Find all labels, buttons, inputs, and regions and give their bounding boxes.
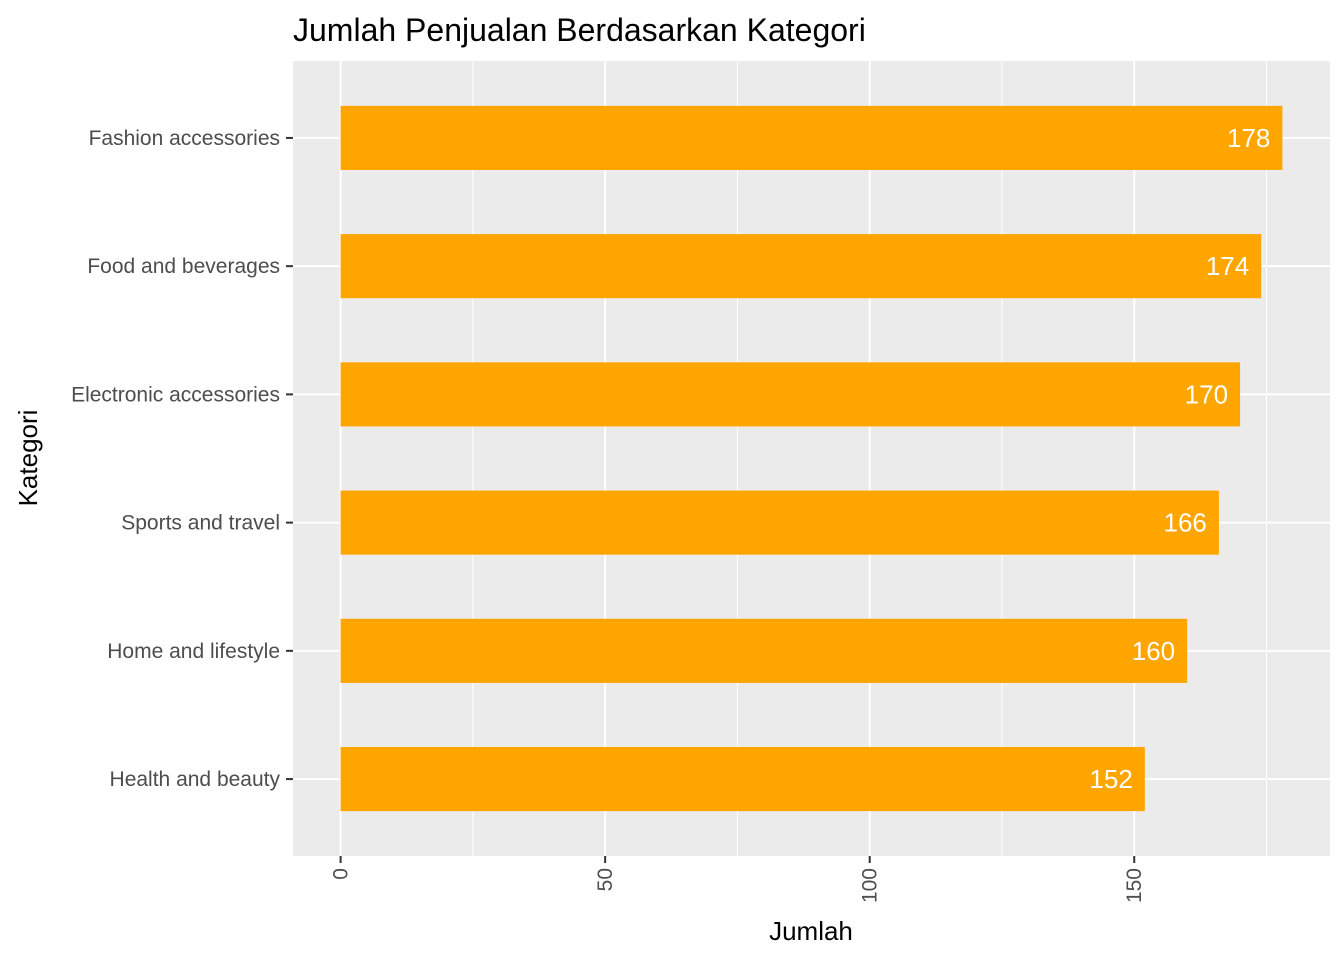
bar-value-label: 160: [1132, 636, 1175, 666]
bar: [340, 747, 1145, 812]
x-tick-label: 100: [859, 868, 882, 903]
y-tick-label: Health and beauty: [110, 768, 281, 791]
y-axis: Fashion accessories Food and beverages Ele…: [71, 127, 293, 791]
bar-value-label: 178: [1227, 123, 1270, 153]
x-tick-label: 0: [330, 868, 353, 880]
x-tick-label: 50: [594, 868, 617, 891]
bar: [340, 105, 1283, 170]
y-tick-label: Electronic accessories: [71, 383, 280, 406]
bar-value-label: 166: [1164, 508, 1207, 538]
bar-labels-group: 178 174 170 166 160 152: [1089, 123, 1270, 794]
y-tick-label: Sports and travel: [121, 512, 280, 535]
y-axis-title: Kategori: [13, 410, 43, 507]
x-axis: 0 50 100 150: [330, 856, 1146, 903]
y-tick-label: Fashion accessories: [89, 127, 280, 150]
bar-value-label: 170: [1185, 379, 1228, 409]
bar: [340, 234, 1262, 299]
bar-value-label: 174: [1206, 251, 1249, 281]
y-tick-label: Home and lifestyle: [107, 640, 280, 663]
bar: [340, 362, 1241, 427]
bar: [340, 618, 1188, 683]
x-axis-title: Jumlah: [769, 916, 853, 946]
bar-value-label: 152: [1089, 764, 1132, 794]
x-tick-label: 150: [1123, 868, 1146, 903]
bars-group: [340, 105, 1283, 812]
y-tick-label: Food and beverages: [87, 255, 280, 278]
plot-panel: [293, 61, 1330, 856]
bar: [340, 490, 1219, 555]
minor-gridlines: [472, 61, 1268, 856]
chart-title: Jumlah Penjualan Berdasarkan Kategori: [293, 12, 866, 48]
